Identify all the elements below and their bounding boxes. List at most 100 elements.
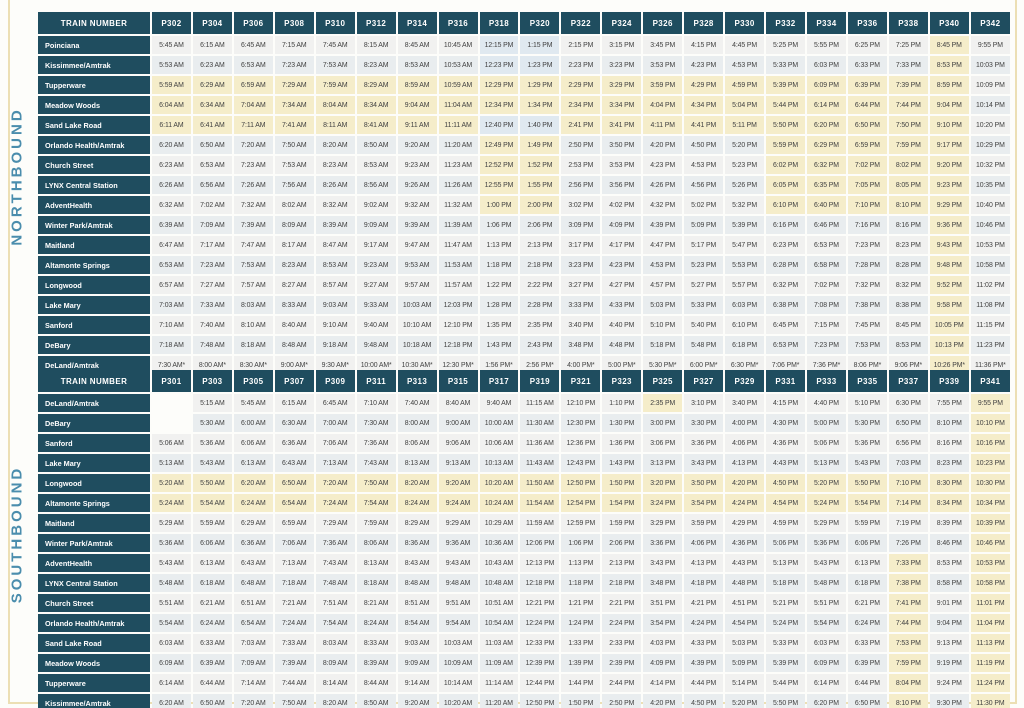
time-cell: 8:34 AM: [356, 96, 396, 114]
time-cell: 1:00 PM: [479, 196, 519, 214]
time-cell: 8:53 AM: [315, 256, 355, 274]
time-cell: 3:53 PM: [602, 156, 642, 174]
time-cell: 5:13 AM: [152, 454, 191, 472]
time-cell: 12:30 PM*: [438, 356, 478, 374]
time-cell: 8:10 AM: [233, 316, 273, 334]
time-cell: 6:50 PM: [847, 694, 887, 708]
time-cell: 7:10 AM: [356, 394, 396, 412]
time-cell: 3:00 PM: [643, 414, 683, 432]
time-cell: 7:44 AM: [274, 674, 314, 692]
time-cell: 9:20 PM: [929, 156, 969, 174]
time-cell: 9:18 AM: [315, 336, 355, 354]
time-cell: 6:50 AM: [192, 136, 232, 154]
time-cell: 4:53 PM: [725, 56, 765, 74]
time-cell: 6:24 PM: [847, 614, 887, 632]
time-cell: 7:20 AM: [233, 694, 273, 708]
time-cell: 6:20 AM: [233, 474, 273, 492]
time-cell: 3:40 PM: [561, 316, 601, 334]
time-cell: 6:39 PM: [847, 76, 887, 94]
train-column-header: P333: [807, 370, 846, 392]
time-cell: 6:53 PM: [807, 236, 846, 254]
time-cell: 10:20 AM: [479, 474, 519, 492]
time-cell: 5:10 PM: [847, 394, 887, 412]
time-cell: 5:14 PM: [725, 674, 765, 692]
time-cell: 6:53 PM: [766, 336, 805, 354]
time-cell: 7:50 AM: [356, 474, 396, 492]
time-cell: 5:18 PM: [766, 574, 805, 592]
time-cell: 9:06 PM*: [888, 356, 928, 374]
station-cell: Kissimmee/Amtrak: [38, 694, 150, 708]
time-cell: 10:14 AM: [438, 674, 478, 692]
time-cell: 4:03 PM: [643, 634, 683, 652]
time-cell: 6:33 AM: [192, 634, 232, 652]
time-cell: 7:48 AM: [315, 574, 355, 592]
time-cell: 9:24 AM: [438, 494, 478, 512]
time-cell: 5:20 PM: [725, 694, 765, 708]
time-cell: 4:50 PM: [684, 694, 724, 708]
time-cell: 11:30 AM: [520, 414, 560, 432]
time-cell: 5:47 PM: [725, 236, 765, 254]
station-row: DeBary 7:18 AM 7:48 AM 8:18 AM 8:48 AM 9:18 A…: [38, 336, 1010, 354]
time-cell: 5:06 PM: [807, 434, 846, 452]
time-cell: 10:14 PM: [970, 96, 1010, 114]
time-cell: 6:35 PM: [807, 176, 846, 194]
time-cell: 6:51 AM: [233, 594, 273, 612]
time-cell: 7:14 AM: [233, 674, 273, 692]
time-cell: 7:34 AM: [274, 96, 314, 114]
time-cell: 10:58 PM: [970, 574, 1010, 592]
time-cell: 10:32 PM: [970, 156, 1010, 174]
time-cell: 5:50 PM: [766, 694, 805, 708]
time-cell: 2:13 PM: [520, 236, 560, 254]
time-cell: 4:43 PM: [766, 454, 805, 472]
time-cell: 10:30 PM: [970, 474, 1010, 492]
station-row: DeLand/Amtrak 5:15 AM 5:45 AM 6:15 AM 6:45 A…: [38, 394, 1010, 412]
time-cell: 5:48 PM: [807, 574, 846, 592]
time-cell: 8:06 PM*: [847, 356, 887, 374]
time-cell: 7:15 PM: [807, 316, 846, 334]
time-cell: 8:50 AM: [356, 694, 396, 708]
station-row: Kissimmee/Amtrak 6:20 AM 6:50 AM 7:20 AM 7:5…: [38, 694, 1010, 708]
time-cell: 7:03 AM: [233, 634, 273, 652]
time-cell: 6:02 PM: [766, 156, 805, 174]
time-cell: 6:45 AM: [315, 394, 355, 412]
time-cell: 10:20 PM: [970, 116, 1010, 134]
train-column-header: P328: [684, 12, 724, 34]
time-cell: 5:33 PM: [766, 634, 805, 652]
time-cell: 6:14 PM: [807, 96, 846, 114]
time-cell: 9:32 AM: [397, 196, 437, 214]
station-row: Sand Lake Road 6:03 AM 6:33 AM 7:03 AM 7:33 …: [38, 634, 1010, 652]
time-cell: 10:20 AM: [438, 694, 478, 708]
time-cell: 6:43 AM: [274, 454, 314, 472]
train-column-header: P309: [315, 370, 355, 392]
time-cell: 6:03 PM: [807, 634, 846, 652]
time-cell: 7:10 AM: [152, 316, 191, 334]
station-cell: LYNX Central Station: [38, 176, 150, 194]
time-cell: 6:24 AM: [192, 614, 232, 632]
time-cell: 7:59 AM: [356, 514, 396, 532]
time-cell: 7:10 PM: [888, 474, 928, 492]
time-cell: 1:13 PM: [479, 236, 519, 254]
time-cell: 9:11 AM: [397, 116, 437, 134]
time-cell: 5:11 PM: [725, 116, 765, 134]
time-cell: 4:50 PM: [766, 474, 805, 492]
time-cell: 7:36 AM: [315, 534, 355, 552]
time-cell: 7:03 PM: [888, 454, 928, 472]
station-cell: Church Street: [38, 156, 150, 174]
time-cell: 11:15 AM: [520, 394, 560, 412]
time-cell: 4:23 PM: [602, 256, 642, 274]
time-cell: 3:36 PM: [643, 534, 683, 552]
time-cell: 10:10 PM: [970, 414, 1010, 432]
time-cell: 8:10 PM: [888, 196, 928, 214]
time-cell: 7:00 AM: [315, 414, 355, 432]
time-cell: 12:49 PM: [479, 136, 519, 154]
time-cell: 7:14 PM: [888, 494, 928, 512]
train-column-header: P335: [847, 370, 887, 392]
time-cell: 3:43 PM: [684, 454, 724, 472]
time-cell: 7:24 AM: [315, 494, 355, 512]
time-cell: 8:00 AM*: [192, 356, 232, 374]
time-cell: 3:33 PM: [561, 296, 601, 314]
time-cell: 11:20 AM: [438, 136, 478, 154]
time-cell: 7:23 AM: [192, 256, 232, 274]
station-cell: Meadow Woods: [38, 654, 150, 672]
time-cell: 5:50 AM: [192, 474, 232, 492]
